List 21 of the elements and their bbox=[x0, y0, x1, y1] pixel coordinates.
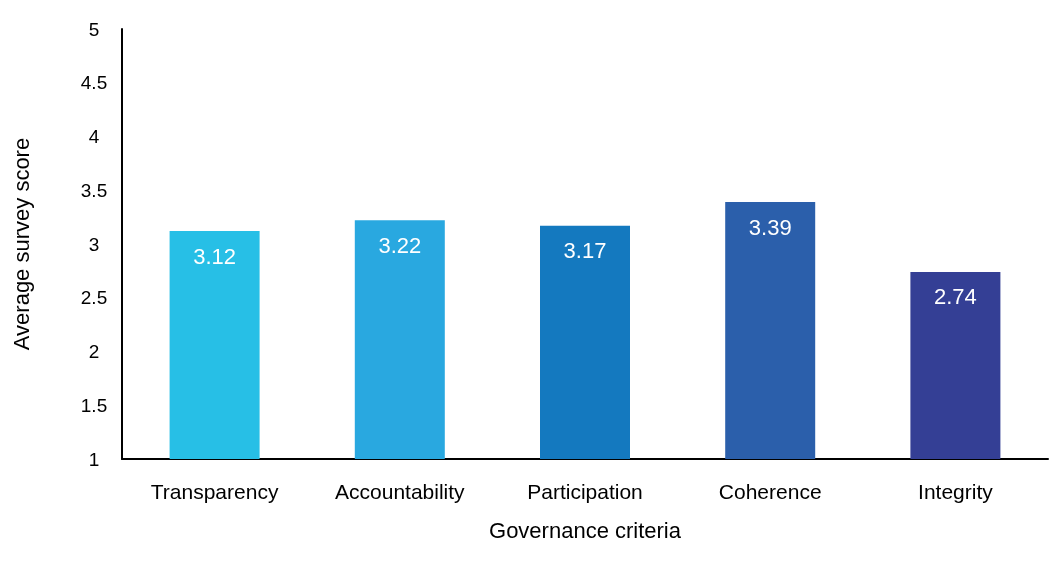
x-tick-label: Participation bbox=[527, 480, 643, 503]
y-tick-label: 1 bbox=[88, 448, 100, 470]
y-tick-label: 2 bbox=[88, 341, 100, 362]
data-label: 2.74 bbox=[933, 284, 977, 310]
data-label: 3.39 bbox=[748, 214, 792, 240]
x-tick-label: Coherence bbox=[718, 480, 822, 503]
y-tick-label: 1.5 bbox=[80, 394, 108, 416]
x-tick-label: Accountability bbox=[335, 480, 466, 503]
y-tick-label: 4.5 bbox=[80, 72, 108, 94]
x-tick-label: Integrity bbox=[918, 480, 994, 503]
y-tick-label: 2.5 bbox=[80, 287, 108, 309]
data-label: 3.12 bbox=[193, 243, 237, 269]
data-label: 3.17 bbox=[563, 238, 607, 264]
y-tick-label: 3.5 bbox=[80, 179, 108, 201]
y-tick-label: 3 bbox=[88, 233, 100, 255]
y-tick-label: 4 bbox=[88, 126, 100, 147]
y-axis-title: Average survey score bbox=[8, 137, 34, 351]
x-tick-label: Transparency bbox=[150, 480, 279, 503]
data-label: 3.22 bbox=[378, 232, 422, 258]
y-tick-label: 5 bbox=[88, 18, 100, 40]
x-axis-title: Governance criteria bbox=[489, 517, 682, 543]
